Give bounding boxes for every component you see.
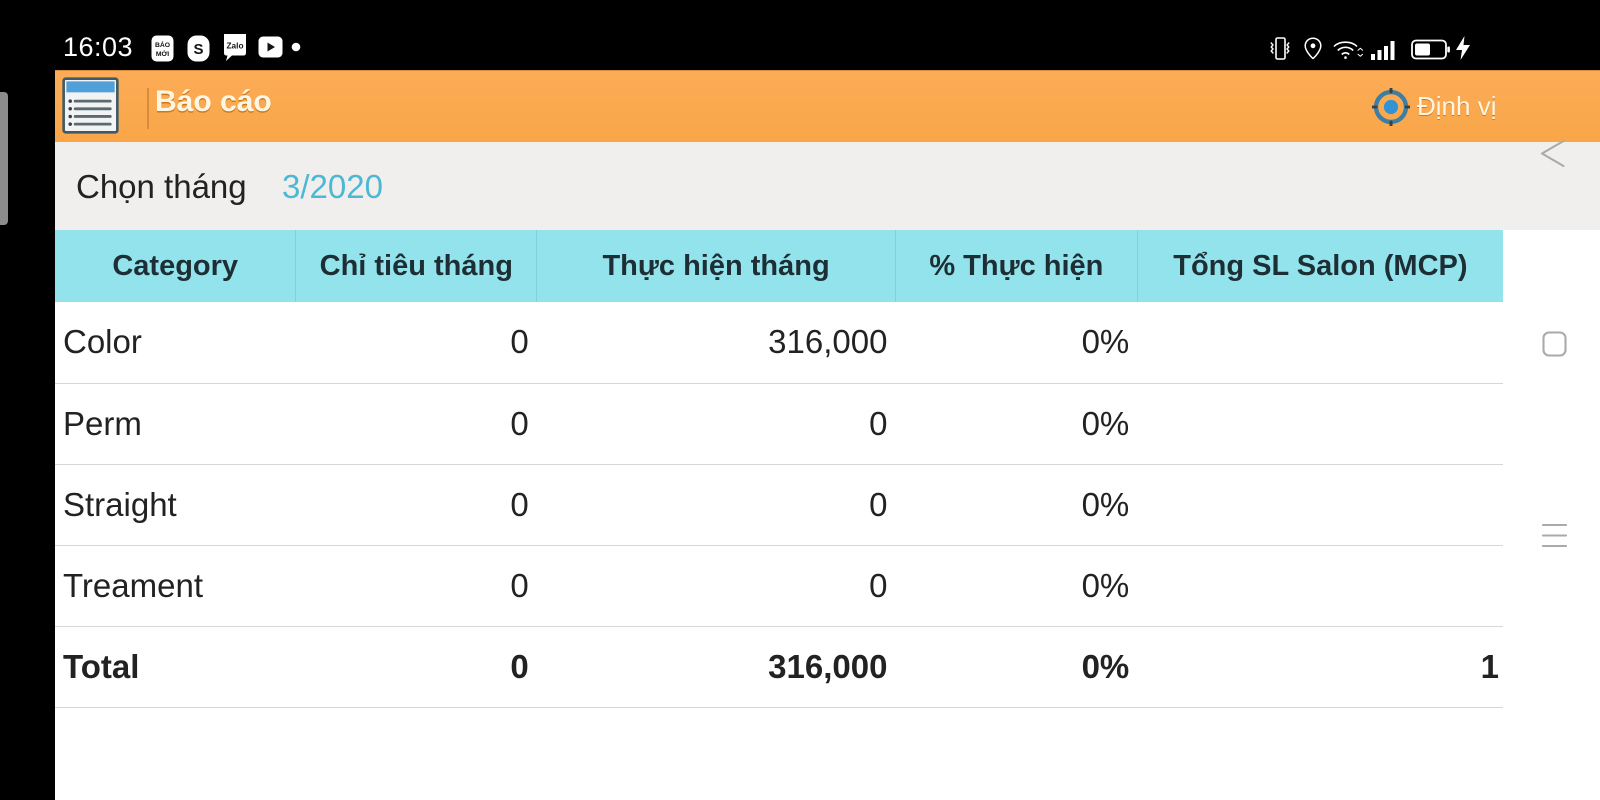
svg-text:S: S <box>193 41 203 58</box>
svg-text:Zalo: Zalo <box>226 41 243 51</box>
svg-text:MỚI: MỚI <box>156 49 169 58</box>
svg-text:BÁO: BÁO <box>155 40 170 49</box>
